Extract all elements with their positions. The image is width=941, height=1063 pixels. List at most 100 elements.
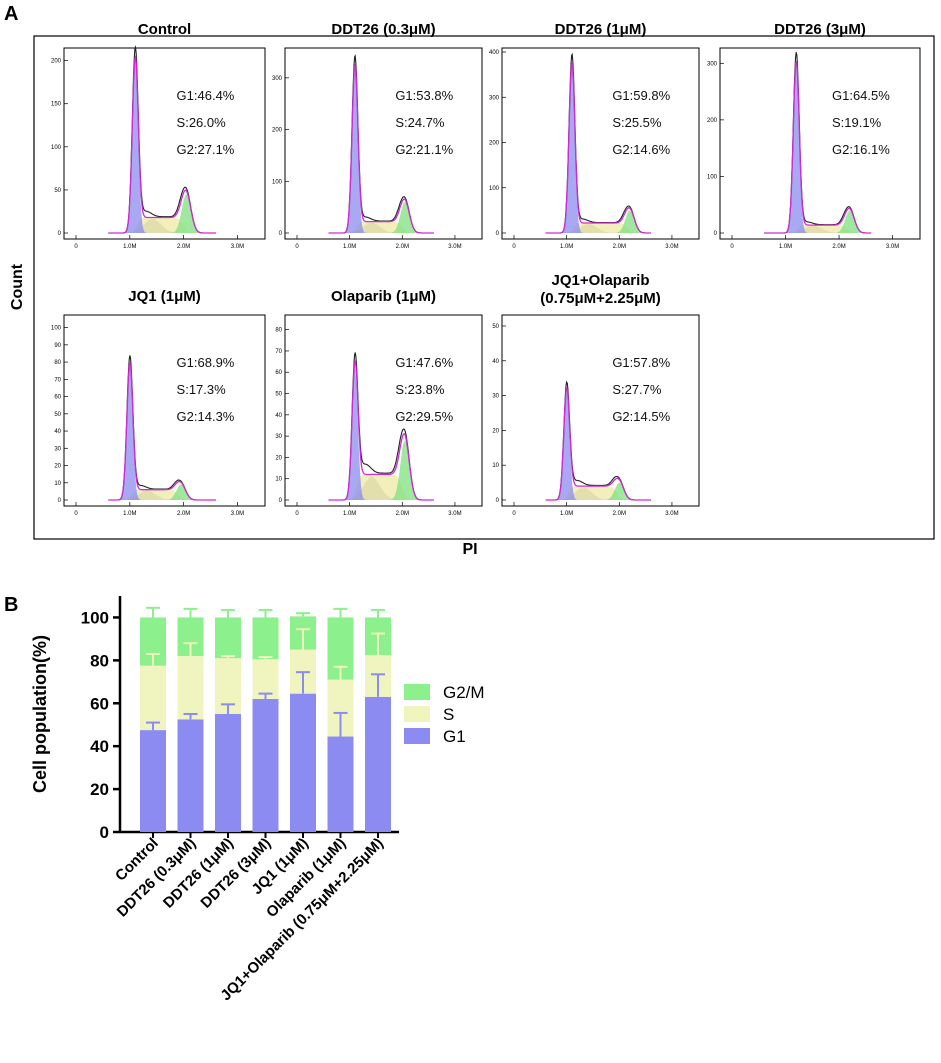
- g1-phase-area: [328, 368, 434, 500]
- y-tick-label: 50: [275, 392, 282, 398]
- y-tick-label: 60: [90, 694, 109, 713]
- x-tick-label: 1.0M: [123, 244, 136, 250]
- y-tick-label: 0: [714, 231, 718, 237]
- y-axis-title: Cell population(%): [30, 635, 50, 793]
- model-fit-line: [108, 54, 216, 234]
- y-tick-label: 200: [51, 59, 62, 65]
- phase-stat: G2:27.1%: [177, 142, 235, 157]
- x-tick-label: 1.0M: [343, 511, 356, 517]
- y-tick-label: 0: [496, 231, 500, 237]
- g1-phase-area: [108, 365, 216, 500]
- phase-stat: S:25.5%: [612, 115, 662, 130]
- histogram-title: DDT26 (3μM): [774, 21, 866, 38]
- y-tick-label: 80: [90, 651, 109, 670]
- x-tick-label: 2.0M: [177, 244, 190, 250]
- model-fit-line: [328, 360, 434, 501]
- y-tick-label: 0: [58, 498, 62, 504]
- y-tick-label: 20: [492, 428, 499, 434]
- y-tick-label: 100: [51, 326, 62, 332]
- model-fit-line: [328, 63, 434, 234]
- histogram-frame: [63, 314, 266, 507]
- phase-stat: G1:46.4%: [177, 88, 235, 103]
- histogram-title-line: (0.75μM+2.25μM): [540, 290, 660, 307]
- phase-stat: G1:64.5%: [832, 88, 890, 103]
- y-tick-label: 80: [275, 328, 282, 334]
- g1-phase-area: [328, 68, 434, 233]
- model-fit-line: [545, 61, 651, 234]
- y-tick-label: 70: [54, 377, 61, 383]
- x-tick-label: 3.0M: [448, 511, 461, 517]
- g2-phase-area: [108, 194, 216, 233]
- y-tick-label: 50: [492, 324, 499, 330]
- y-tick-label: 200: [272, 128, 283, 134]
- x-tick-label: 3.0M: [665, 244, 678, 250]
- bar-segment-s: [177, 656, 204, 720]
- y-tick-label: 20: [275, 455, 282, 461]
- y-tick-label: 100: [272, 179, 283, 185]
- histogram-title: JQ1+Olaparib (0.75μM+2.25μM): [540, 272, 660, 307]
- model-fit-line: [108, 362, 216, 501]
- g2-phase-area: [328, 440, 434, 500]
- x-tick-label: 3.0M: [231, 511, 244, 517]
- panel-a-ylabel: Count: [9, 263, 26, 310]
- histogram-panel: JQ1 (1μM) 0 10 20 30 40 50 60 70 80 90 100 0 1.0M 2.0M…: [51, 288, 266, 517]
- y-tick-label: 0: [279, 231, 283, 237]
- histogram-frame: [719, 47, 921, 240]
- histogram-title: DDT26 (0.3μM): [331, 21, 435, 38]
- x-tick-label: 2.0M: [396, 511, 409, 517]
- histogram-frame: [501, 47, 700, 240]
- phase-stat: S:23.8%: [395, 382, 445, 397]
- panel-a-frame: [33, 35, 935, 540]
- panel-a-xlabel: PI: [462, 541, 477, 558]
- x-tick-label: 2.0M: [613, 244, 626, 250]
- phase-stat: G2:14.6%: [612, 142, 670, 157]
- x-tick-label: 1.0M: [123, 511, 136, 517]
- model-fit-line: [545, 386, 651, 501]
- y-tick-label: 100: [81, 608, 109, 627]
- x-tick-label: 0: [730, 244, 734, 250]
- phase-stat: G1:53.8%: [395, 88, 453, 103]
- y-tick-label: 400: [489, 50, 500, 56]
- y-tick-label: 300: [272, 76, 283, 82]
- y-tick-label: 30: [54, 446, 61, 452]
- x-tick-label: 0: [74, 244, 78, 250]
- x-tick-label: 2.0M: [396, 244, 409, 250]
- g2-phase-area: [328, 202, 434, 233]
- x-tick-label: 1.0M: [779, 244, 792, 250]
- panel-a-label: A: [4, 3, 18, 25]
- phase-stat: S:19.1%: [832, 115, 882, 130]
- g2-phase-area: [764, 210, 872, 233]
- phase-stat: G1:59.8%: [612, 88, 670, 103]
- bar-segment-g1: [140, 730, 166, 832]
- x-tick-label: 0: [512, 244, 516, 250]
- x-tick-label: 0: [295, 511, 299, 517]
- y-tick-label: 60: [54, 395, 61, 401]
- histogram-title: DDT26 (1μM): [555, 21, 647, 38]
- y-tick-label: 200: [707, 118, 718, 124]
- bar-segment-g1: [177, 719, 204, 832]
- bar-segment-s: [140, 665, 166, 731]
- histogram-panel: DDT26 (1μM) 0 100 200 300 400 0 1.0M 2.0M 3.0M G1:…: [489, 21, 700, 250]
- bar-segment-g1: [365, 696, 391, 832]
- y-tick-label: 0: [496, 498, 500, 504]
- histogram-panel: DDT26 (3μM) 0 100 200 300 0 1.0M 2.0M 3.0M G1:64.…: [707, 21, 921, 250]
- y-tick-label: 30: [492, 394, 499, 400]
- phase-stat: G2:21.1%: [395, 142, 453, 157]
- phase-stat: G2:14.3%: [177, 409, 235, 424]
- histogram-title: Olaparib (1μM): [331, 288, 436, 305]
- histogram-panel: DDT26 (0.3μM) 0 100 200 300 0 1.0M 2.0M 3.0M G1:5…: [272, 21, 483, 250]
- y-tick-label: 50: [54, 188, 61, 194]
- bar-segment-g1: [327, 736, 354, 832]
- x-tick-label: 0: [512, 511, 516, 517]
- y-tick-label: 70: [275, 349, 282, 355]
- y-tick-label: 60: [275, 370, 282, 376]
- x-tick-label: 1.0M: [343, 244, 356, 250]
- phase-stat: S:27.7%: [612, 382, 662, 397]
- y-tick-label: 0: [100, 823, 109, 842]
- histogram-panel: Control 0 50 100 150 200 0 1.0M 2.0M 3.0M G1:46.4%…: [51, 21, 266, 250]
- y-tick-label: 20: [90, 780, 109, 799]
- y-tick-label: 0: [279, 498, 283, 504]
- histogram-frame: [501, 314, 700, 507]
